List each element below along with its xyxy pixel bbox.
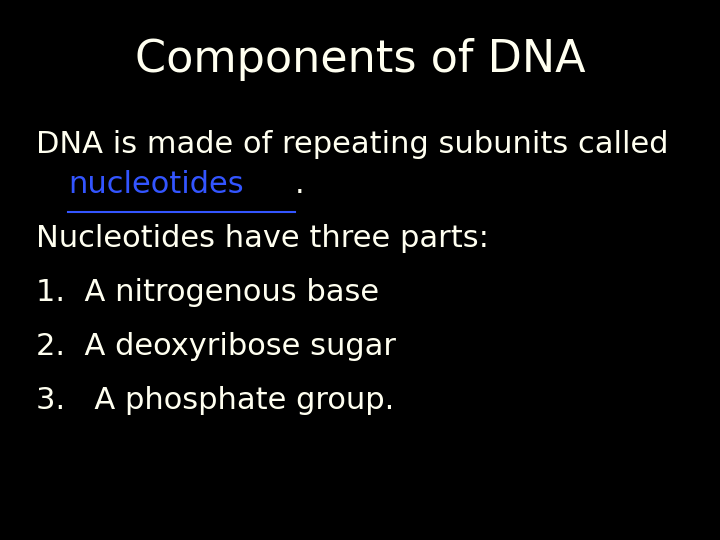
Text: .: . <box>295 170 305 199</box>
Text: 1.  A nitrogenous base: 1. A nitrogenous base <box>36 278 379 307</box>
Text: 2.  A deoxyribose sugar: 2. A deoxyribose sugar <box>36 332 396 361</box>
Text: Components of DNA: Components of DNA <box>135 38 585 81</box>
Text: Nucleotides have three parts:: Nucleotides have three parts: <box>36 224 489 253</box>
Text: nucleotides: nucleotides <box>68 170 244 199</box>
Text: 3.   A phosphate group.: 3. A phosphate group. <box>36 386 395 415</box>
Text: DNA is made of repeating subunits called: DNA is made of repeating subunits called <box>36 130 668 159</box>
